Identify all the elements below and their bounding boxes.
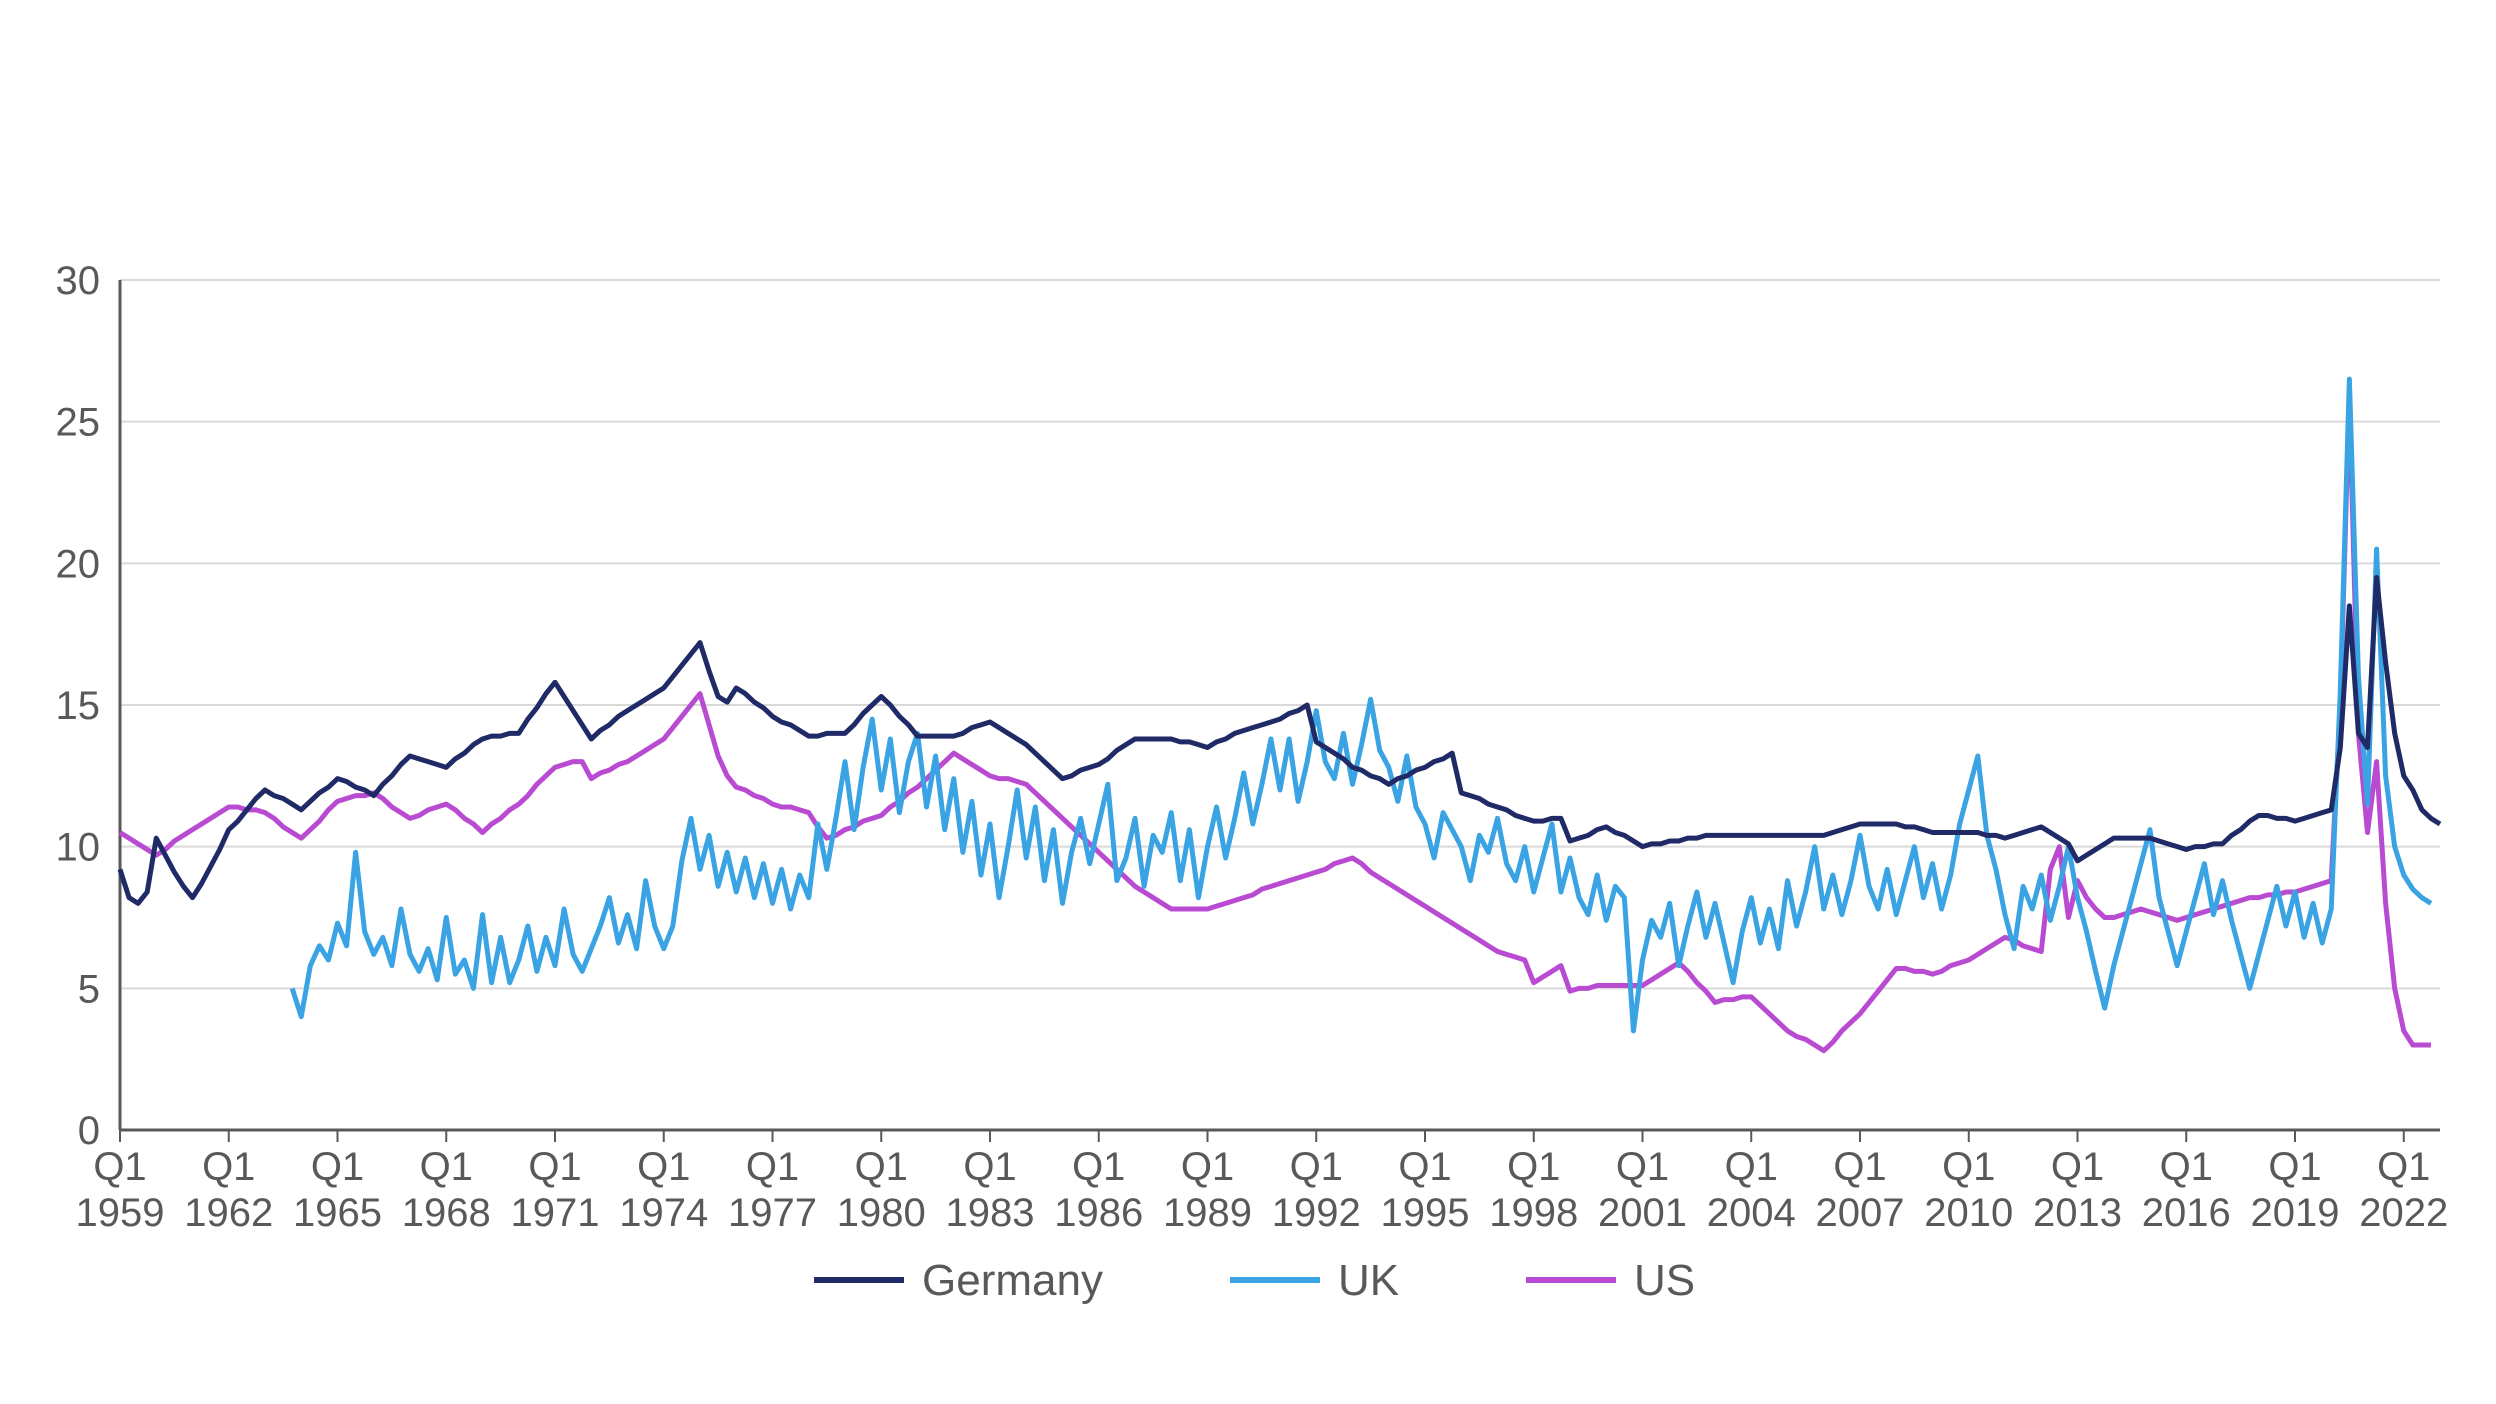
x-tick-label-year: 1971 — [511, 1191, 600, 1235]
line-chart: 051015202530Q11959Q11962Q11965Q11968Q119… — [0, 0, 2496, 1404]
x-tick-label-year: 1998 — [1489, 1191, 1578, 1235]
x-tick-label-year: 2016 — [2142, 1191, 2231, 1235]
x-tick-label-year: 1968 — [402, 1191, 491, 1235]
x-tick-label-q: Q1 — [2377, 1145, 2430, 1189]
x-tick-label-q: Q1 — [528, 1145, 581, 1189]
x-tick-label-year: 2001 — [1598, 1191, 1687, 1235]
x-tick-label-q: Q1 — [1398, 1145, 1451, 1189]
x-tick-label-q: Q1 — [855, 1145, 908, 1189]
x-tick-label-year: 2007 — [1816, 1191, 1905, 1235]
x-tick-label-q: Q1 — [1942, 1145, 1995, 1189]
x-tick-label-q: Q1 — [1181, 1145, 1234, 1189]
x-tick-label-q: Q1 — [1616, 1145, 1669, 1189]
x-tick-label-q: Q1 — [637, 1145, 690, 1189]
x-tick-label-year: 1980 — [837, 1191, 926, 1235]
x-tick-label-year: 1974 — [619, 1191, 708, 1235]
y-tick-label: 5 — [78, 967, 100, 1011]
x-tick-label-year: 1983 — [946, 1191, 1035, 1235]
y-tick-label: 30 — [56, 259, 101, 303]
x-tick-label-year: 1989 — [1163, 1191, 1252, 1235]
legend-label-uk: UK — [1338, 1256, 1399, 1305]
x-tick-label-year: 1965 — [293, 1191, 382, 1235]
x-tick-label-q: Q1 — [2051, 1145, 2104, 1189]
x-tick-label-q: Q1 — [93, 1145, 146, 1189]
x-tick-label-year: 1977 — [728, 1191, 817, 1235]
x-tick-label-q: Q1 — [746, 1145, 799, 1189]
x-tick-label-year: 2019 — [2251, 1191, 2340, 1235]
x-tick-label-q: Q1 — [1072, 1145, 1125, 1189]
x-tick-label-year: 1995 — [1381, 1191, 1470, 1235]
x-tick-label-q: Q1 — [963, 1145, 1016, 1189]
legend-label-germany: Germany — [922, 1256, 1103, 1305]
y-tick-label: 20 — [56, 542, 101, 586]
x-tick-label-q: Q1 — [420, 1145, 473, 1189]
x-tick-label-q: Q1 — [202, 1145, 255, 1189]
chart-svg: 051015202530Q11959Q11962Q11965Q11968Q119… — [0, 0, 2496, 1404]
y-tick-label: 10 — [56, 826, 101, 870]
y-tick-label: 15 — [56, 684, 101, 728]
x-tick-label-year: 2010 — [1924, 1191, 2013, 1235]
x-tick-label-year: 2013 — [2033, 1191, 2122, 1235]
x-tick-label-q: Q1 — [1833, 1145, 1886, 1189]
x-tick-label-q: Q1 — [1725, 1145, 1778, 1189]
y-tick-label: 25 — [56, 401, 101, 445]
x-tick-label-year: 2004 — [1707, 1191, 1796, 1235]
x-tick-label-q: Q1 — [311, 1145, 364, 1189]
x-tick-label-year: 2022 — [2359, 1191, 2448, 1235]
legend-label-us: US — [1634, 1256, 1695, 1305]
x-tick-label-q: Q1 — [2160, 1145, 2213, 1189]
x-tick-label-q: Q1 — [1507, 1145, 1560, 1189]
x-tick-label-year: 1962 — [184, 1191, 273, 1235]
x-tick-label-q: Q1 — [1290, 1145, 1343, 1189]
x-tick-label-q: Q1 — [2268, 1145, 2321, 1189]
x-tick-label-year: 1959 — [76, 1191, 165, 1235]
x-tick-label-year: 1986 — [1054, 1191, 1143, 1235]
x-tick-label-year: 1992 — [1272, 1191, 1361, 1235]
